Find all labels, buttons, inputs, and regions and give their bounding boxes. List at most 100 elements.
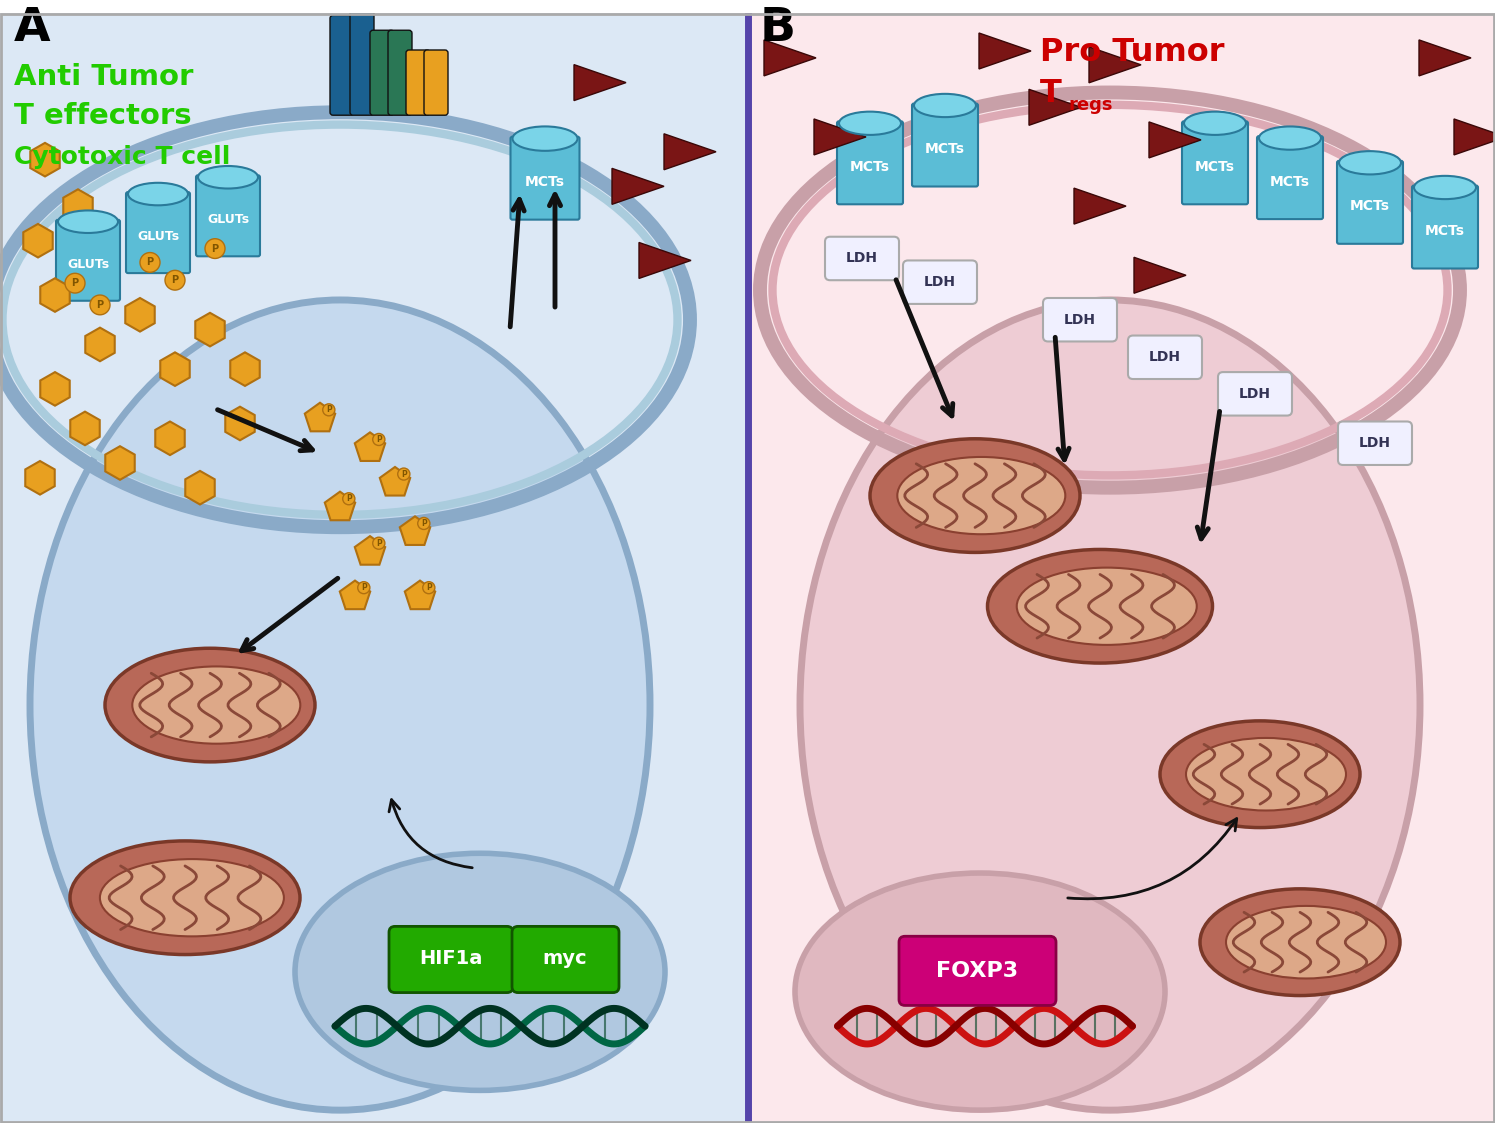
Polygon shape [305, 403, 335, 431]
Polygon shape [160, 353, 190, 386]
Ellipse shape [1200, 888, 1399, 996]
FancyBboxPatch shape [1218, 372, 1292, 416]
Polygon shape [1419, 40, 1471, 76]
Polygon shape [399, 517, 431, 545]
Bar [748, 13, 1495, 1123]
Circle shape [372, 537, 384, 549]
Polygon shape [405, 581, 435, 609]
Circle shape [372, 433, 384, 446]
Polygon shape [185, 471, 215, 504]
Text: GLUTs: GLUTs [67, 257, 109, 271]
Polygon shape [611, 168, 664, 204]
Text: MCTs: MCTs [1350, 199, 1390, 213]
Polygon shape [339, 581, 371, 609]
Text: myc: myc [543, 949, 588, 968]
Polygon shape [105, 446, 135, 480]
Circle shape [205, 239, 226, 258]
Ellipse shape [1017, 567, 1197, 645]
Polygon shape [226, 407, 254, 440]
Text: P: P [375, 435, 381, 444]
FancyBboxPatch shape [425, 51, 448, 116]
Polygon shape [63, 190, 93, 222]
FancyBboxPatch shape [511, 926, 619, 993]
Text: FOXP3: FOXP3 [936, 961, 1018, 980]
Polygon shape [70, 412, 100, 445]
Text: P: P [345, 494, 351, 503]
FancyBboxPatch shape [407, 51, 431, 116]
Circle shape [417, 518, 431, 529]
Ellipse shape [870, 439, 1079, 553]
FancyBboxPatch shape [912, 103, 978, 186]
Text: MCTs: MCTs [1425, 223, 1465, 238]
Ellipse shape [1226, 906, 1386, 978]
Polygon shape [1150, 122, 1200, 158]
FancyBboxPatch shape [126, 192, 190, 273]
FancyBboxPatch shape [330, 16, 354, 116]
Ellipse shape [513, 127, 577, 150]
Text: LDH: LDH [846, 252, 878, 265]
Circle shape [357, 582, 369, 594]
FancyBboxPatch shape [55, 220, 120, 301]
Text: Pro Tumor: Pro Tumor [1041, 37, 1224, 67]
Text: P: P [147, 257, 154, 267]
Ellipse shape [988, 549, 1212, 663]
Polygon shape [1088, 47, 1141, 83]
Bar [0, 13, 748, 1123]
FancyBboxPatch shape [350, 1, 374, 116]
Polygon shape [1029, 90, 1081, 126]
FancyBboxPatch shape [903, 261, 978, 304]
Text: P: P [172, 275, 178, 285]
Ellipse shape [70, 841, 300, 955]
Polygon shape [638, 243, 691, 279]
Polygon shape [380, 467, 410, 495]
Polygon shape [85, 328, 115, 362]
Text: MCTs: MCTs [1195, 159, 1235, 174]
Text: LDH: LDH [1359, 436, 1390, 450]
Text: LDH: LDH [1150, 350, 1181, 364]
Circle shape [64, 273, 85, 293]
FancyBboxPatch shape [389, 926, 513, 993]
Text: MCTs: MCTs [1269, 174, 1310, 189]
Text: P: P [422, 519, 426, 528]
Circle shape [323, 404, 335, 416]
Ellipse shape [1160, 721, 1360, 828]
Circle shape [164, 271, 185, 290]
Polygon shape [24, 223, 52, 257]
Polygon shape [764, 40, 816, 76]
FancyBboxPatch shape [1411, 185, 1479, 268]
Polygon shape [979, 33, 1032, 69]
Polygon shape [1455, 119, 1495, 155]
Text: P: P [97, 300, 103, 310]
Text: regs: regs [1067, 97, 1112, 115]
Polygon shape [354, 536, 386, 565]
Circle shape [398, 468, 410, 480]
Polygon shape [126, 298, 154, 331]
Text: MCTs: MCTs [925, 141, 964, 156]
FancyBboxPatch shape [898, 937, 1055, 1005]
Ellipse shape [58, 210, 118, 232]
FancyBboxPatch shape [825, 237, 898, 281]
Text: P: P [360, 583, 366, 592]
Ellipse shape [1340, 152, 1401, 174]
Ellipse shape [795, 873, 1165, 1111]
Text: LDH: LDH [1064, 312, 1096, 327]
Polygon shape [813, 119, 866, 155]
Ellipse shape [129, 183, 188, 206]
Polygon shape [40, 279, 70, 312]
Polygon shape [25, 462, 55, 494]
Ellipse shape [913, 94, 976, 117]
Text: HIF1a: HIF1a [419, 949, 483, 968]
Polygon shape [230, 353, 260, 386]
Text: P: P [401, 469, 407, 478]
Text: P: P [211, 244, 218, 254]
Text: Cytotoxic T cell: Cytotoxic T cell [13, 145, 230, 168]
Ellipse shape [1414, 176, 1476, 199]
Text: P: P [72, 279, 79, 289]
FancyBboxPatch shape [1257, 136, 1323, 219]
Text: GLUTs: GLUTs [138, 230, 179, 243]
Ellipse shape [839, 111, 901, 135]
Text: LDH: LDH [924, 275, 955, 290]
FancyBboxPatch shape [389, 30, 413, 116]
Text: T: T [1041, 79, 1061, 109]
Ellipse shape [100, 859, 284, 937]
